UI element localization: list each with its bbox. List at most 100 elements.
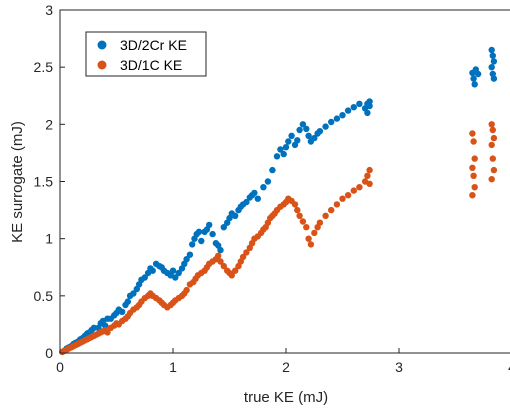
- data-point-3d-1c: [307, 241, 315, 248]
- x-tick-label: 0: [56, 359, 64, 375]
- data-point-3d-2cr: [130, 290, 137, 297]
- data-point-3d-1c: [490, 166, 498, 174]
- data-point-3d-2cr: [232, 212, 239, 219]
- data-point-3d-2cr: [333, 115, 341, 122]
- x-tick-label: 4: [508, 359, 510, 375]
- legend-label-3d-2cr: 3D/2Cr KE: [120, 37, 187, 53]
- data-point-3d-2cr: [243, 198, 250, 206]
- data-point-3d-2cr: [350, 104, 357, 111]
- data-point-3d-2cr: [490, 58, 498, 65]
- y-tick-label: 0: [45, 345, 53, 361]
- data-point-3d-1c: [339, 195, 346, 202]
- y-tick-label: 3: [45, 2, 53, 18]
- data-point-3d-2cr: [209, 230, 216, 238]
- data-point-3d-2cr: [189, 241, 196, 248]
- data-point-3d-1c: [291, 201, 299, 208]
- legend-marker-3d-2cr: [97, 40, 107, 50]
- data-point-3d-1c: [316, 219, 324, 226]
- data-point-3d-1c: [488, 176, 495, 183]
- data-point-3d-2cr: [490, 75, 498, 82]
- data-point-3d-1c: [232, 267, 239, 274]
- x-tick-label: 2: [282, 359, 290, 375]
- data-point-3d-2cr: [285, 138, 292, 145]
- data-point-3d-2cr: [141, 274, 148, 281]
- y-tick-label: 1: [45, 231, 53, 247]
- data-point-3d-2cr: [364, 109, 371, 117]
- data-point-3d-2cr: [273, 153, 281, 160]
- data-point-3d-2cr: [124, 298, 131, 305]
- data-point-3d-2cr: [282, 144, 290, 151]
- data-point-3d-2cr: [356, 100, 363, 108]
- data-point-3d-2cr: [294, 137, 301, 144]
- data-point-3d-2cr: [172, 274, 179, 281]
- x-tick-label: 1: [169, 359, 177, 375]
- data-point-3d-1c: [488, 121, 495, 128]
- data-point-3d-1c: [328, 206, 335, 214]
- data-point-3d-1c: [243, 249, 250, 256]
- data-point-3d-2cr: [474, 70, 482, 78]
- data-point-3d-1c: [294, 206, 301, 214]
- y-tick-label: 0.5: [34, 288, 54, 304]
- y-axis-title: KE surrogate (mJ): [9, 121, 26, 243]
- data-point-3d-1c: [305, 235, 312, 242]
- data-point-3d-2cr: [328, 118, 335, 126]
- data-point-3d-2cr: [322, 123, 329, 130]
- data-point-3d-1c: [239, 253, 247, 261]
- data-point-3d-2cr: [264, 178, 272, 185]
- data-point-3d-2cr: [299, 121, 307, 128]
- data-point-3d-2cr: [339, 112, 346, 119]
- data-point-3d-1c: [489, 126, 496, 134]
- ticks-layer: 0 1 2 3 4 0 0.5 1 1.5 2 2.5 3: [34, 2, 510, 375]
- data-point-3d-1c: [489, 155, 496, 162]
- data-point-3d-2cr: [488, 63, 495, 71]
- data-point-3d-1c: [215, 252, 222, 259]
- legend: 3D/2Cr KE 3D/1C KE: [85, 31, 207, 77]
- data-point-3d-1c: [344, 192, 352, 199]
- data-point-3d-1c: [333, 201, 341, 208]
- data-point-3d-2cr: [366, 102, 373, 110]
- data-point-3d-1c: [490, 134, 498, 142]
- data-point-3d-1c: [356, 184, 363, 191]
- data-point-3d-1c: [303, 224, 310, 231]
- data-point-3d-1c: [364, 172, 371, 179]
- data-point-3d-1c: [311, 229, 318, 237]
- points-layer: [59, 46, 498, 356]
- y-tick-label: 2: [45, 116, 53, 132]
- data-point-3d-2cr: [288, 132, 295, 139]
- data-point-3d-2cr: [251, 189, 258, 197]
- data-point-3d-2cr: [305, 132, 312, 139]
- data-point-3d-2cr: [296, 126, 303, 134]
- data-point-3d-1c: [217, 258, 224, 265]
- x-axis-title: true KE (mJ): [244, 389, 328, 406]
- data-point-3d-2cr: [119, 308, 126, 315]
- data-point-3d-1c: [469, 164, 476, 171]
- data-point-3d-1c: [296, 212, 303, 219]
- data-point-3d-1c: [488, 141, 495, 149]
- data-point-3d-2cr: [149, 267, 156, 274]
- data-point-3d-2cr: [471, 81, 478, 88]
- data-point-3d-2cr: [303, 125, 310, 133]
- data-point-3d-1c: [471, 184, 478, 191]
- data-point-3d-2cr: [344, 107, 352, 114]
- data-point-3d-2cr: [269, 166, 276, 174]
- data-point-3d-1c: [470, 138, 477, 145]
- y-tick-label: 2.5: [34, 59, 54, 75]
- legend-marker-3d-1c: [97, 60, 107, 70]
- data-point-3d-1c: [366, 180, 373, 187]
- data-point-3d-2cr: [488, 46, 495, 54]
- data-point-3d-1c: [104, 329, 111, 336]
- data-point-3d-1c: [350, 187, 357, 194]
- data-point-3d-2cr: [316, 128, 324, 135]
- data-point-3d-2cr: [220, 224, 227, 231]
- data-point-3d-2cr: [489, 52, 496, 59]
- y-tick-label: 1.5: [34, 174, 54, 190]
- data-point-3d-1c: [469, 130, 476, 137]
- data-point-3d-1c: [469, 192, 476, 199]
- data-point-3d-2cr: [169, 267, 177, 274]
- data-point-3d-1c: [366, 166, 373, 174]
- data-point-3d-1c: [470, 172, 477, 179]
- data-point-3d-1c: [322, 212, 329, 219]
- data-point-3d-2cr: [260, 184, 267, 191]
- x-tick-label: 3: [395, 359, 403, 375]
